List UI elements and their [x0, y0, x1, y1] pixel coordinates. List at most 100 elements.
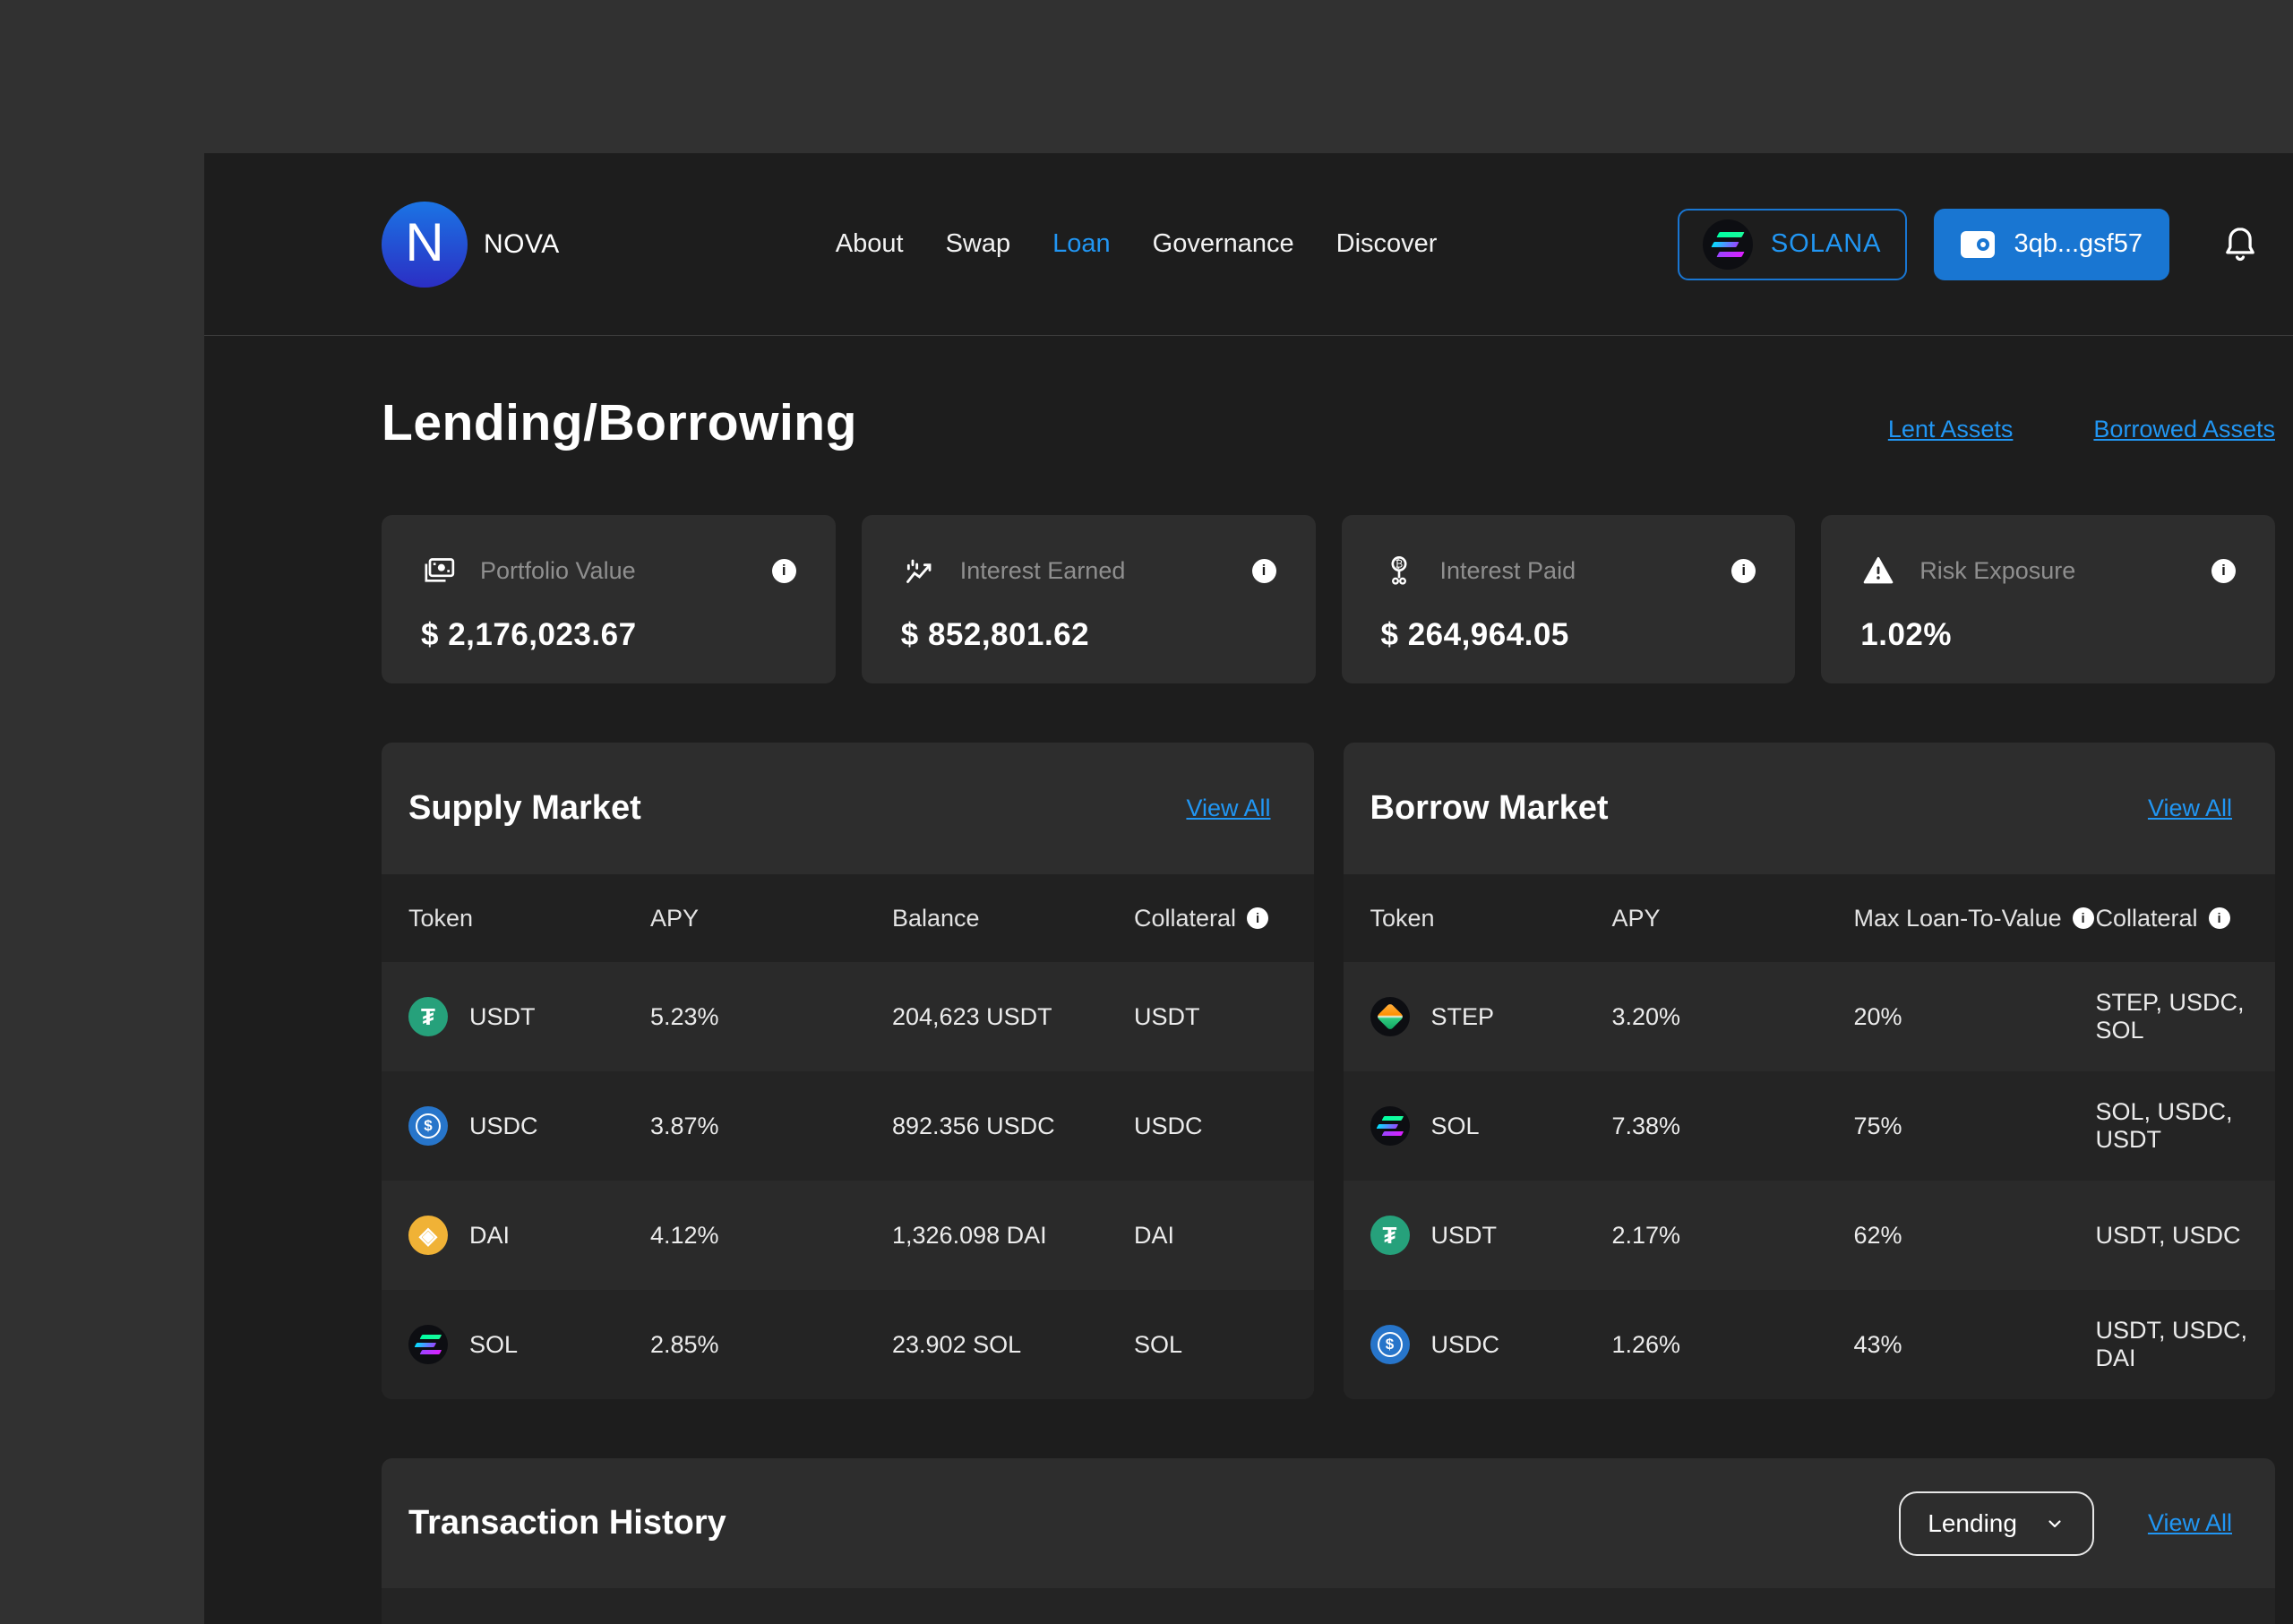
token-cell: ◈ DAI — [408, 1216, 650, 1255]
token-name: STEP — [1430, 1002, 1495, 1030]
borrow-row-usdc[interactable]: $ USDC 1.26% 43% USDT, USDC, DAI — [1343, 1290, 2275, 1399]
apy-value: 2.85% — [650, 1330, 719, 1358]
page-links: Lent Assets Borrowed Assets — [1888, 416, 2275, 443]
apy-value: 5.23% — [650, 1002, 719, 1030]
borrow-row-step[interactable]: STEP 3.20% 20% STEP, USDC, SOL — [1343, 962, 2275, 1071]
info-icon[interactable]: i — [2211, 558, 2236, 583]
nova-logo-icon: N — [382, 201, 468, 288]
supply-market-header: Supply Market View All — [382, 743, 1314, 874]
collateral-value: USDT, USDC — [2095, 1221, 2241, 1249]
dai-icon: ◈ — [408, 1216, 448, 1255]
info-icon[interactable]: i — [1251, 558, 1276, 583]
wallet-button[interactable]: 3qb...gsf57 — [1933, 208, 2169, 280]
borrow-view-all-link[interactable]: View All — [2147, 795, 2232, 821]
usdc-icon: $ — [1370, 1325, 1410, 1364]
chevron-down-icon — [2048, 1519, 2061, 1527]
solana-icon — [1702, 219, 1753, 270]
stat-label: Interest Paid — [1439, 556, 1576, 584]
collateral-value: USDT, USDC, DAI — [2095, 1317, 2248, 1371]
transaction-table-header — [382, 1588, 2275, 1624]
column-max-ltv: Max Loan-To-Value i — [1854, 905, 2096, 932]
column-balance: Balance — [892, 904, 980, 932]
stat-value: $ 2,176,023.67 — [421, 617, 637, 652]
transaction-history-controls: Lending View All — [1899, 1491, 2232, 1556]
supply-market-card: Supply Market View All Token APY Balance… — [382, 743, 1314, 1399]
apy-value: 3.87% — [650, 1112, 719, 1139]
supply-row-usdc[interactable]: $ USDC 3.87% 892.356 USDC USDC — [382, 1071, 1314, 1181]
column-collateral-label: Collateral — [1134, 904, 1237, 932]
supply-market-title: Supply Market — [408, 789, 641, 827]
info-icon[interactable]: i — [1731, 558, 1756, 583]
banknote-icon — [421, 553, 457, 589]
column-collateral: Collateral i — [1134, 905, 1287, 932]
notifications-bell-icon[interactable] — [2220, 224, 2261, 265]
brand[interactable]: N NOVA — [382, 201, 560, 288]
trending-up-icon — [901, 553, 937, 589]
ltv-value: 43% — [1853, 1330, 1902, 1358]
nav-item-loan[interactable]: Loan — [1052, 229, 1111, 258]
token-cell: ₮ USDT — [1370, 1216, 1612, 1255]
info-icon[interactable]: i — [1247, 907, 1269, 929]
borrow-market-header: Borrow Market View All — [1344, 743, 2276, 874]
token-cell: $ USDC — [1370, 1325, 1612, 1364]
info-icon[interactable]: i — [2072, 907, 2094, 929]
svg-text:₿: ₿ — [1395, 558, 1403, 571]
markets-row: Supply Market View All Token APY Balance… — [382, 743, 2275, 1399]
borrow-row-usdt[interactable]: ₮ USDT 2.17% 62% USDT, USDC — [1343, 1181, 2275, 1290]
borrowed-assets-link[interactable]: Borrowed Assets — [2093, 415, 2275, 443]
balance-value: 23.902 SOL — [892, 1330, 1022, 1358]
nav-item-discover[interactable]: Discover — [1335, 229, 1438, 258]
warning-icon — [1860, 553, 1896, 589]
collateral-value: USDT — [1134, 1002, 1200, 1030]
token-name: USDC — [469, 1112, 538, 1139]
tx-view-all-link[interactable]: View All — [2147, 1509, 2232, 1536]
page-header: Lending/Borrowing Lent Assets Borrowed A… — [382, 393, 2275, 452]
supply-row-sol[interactable]: SOL 2.85% 23.902 SOL SOL — [382, 1290, 1314, 1399]
info-icon[interactable]: i — [2208, 907, 2230, 929]
balance-value: 892.356 USDC — [892, 1112, 1055, 1139]
supply-row-usdt[interactable]: ₮ USDT 5.23% 204,623 USDT USDT — [382, 962, 1314, 1071]
info-icon[interactable]: i — [771, 558, 796, 583]
stat-card-header: Risk Exposure i — [1860, 553, 2236, 589]
stat-value: $ 852,801.62 — [900, 617, 1090, 652]
stat-card-header: Interest Earned i — [901, 553, 1276, 589]
tx-filter-value: Lending — [1928, 1508, 2017, 1537]
stat-card-interest-earned: Interest Earned i $ 852,801.62 — [861, 515, 1316, 683]
transaction-history-card: Transaction History Lending View All — [382, 1458, 2275, 1624]
apy-value: 3.20% — [1611, 1002, 1681, 1030]
ltv-value: 75% — [1853, 1112, 1902, 1139]
token-cell: $ USDC — [408, 1106, 650, 1146]
column-max-ltv-label: Max Loan-To-Value — [1853, 904, 2062, 932]
token-cell: STEP — [1370, 997, 1612, 1036]
token-cell: ₮ USDT — [408, 997, 650, 1036]
column-apy: APY — [650, 904, 700, 932]
stat-card-header: Portfolio Value i — [421, 553, 796, 589]
token-name: USDT — [469, 1002, 536, 1030]
nav-item-governance[interactable]: Governance — [1152, 229, 1294, 258]
wallet-icon — [1960, 230, 1995, 258]
coin-stand-icon: ₿ — [1381, 553, 1417, 589]
main-content: Lending/Borrowing Lent Assets Borrowed A… — [204, 393, 2293, 1624]
borrow-market-card: Borrow Market View All Token APY Max Loa… — [1343, 743, 2276, 1399]
collateral-value: SOL — [1134, 1330, 1183, 1358]
supply-view-all-link[interactable]: View All — [1186, 795, 1271, 821]
borrow-row-sol[interactable]: SOL 7.38% 75% SOL, USDC, USDT — [1343, 1071, 2275, 1181]
apy-value: 7.38% — [1611, 1112, 1681, 1139]
nav-item-swap[interactable]: Swap — [945, 229, 1011, 258]
apy-value: 1.26% — [1611, 1330, 1681, 1358]
collateral-value: STEP, USDC, SOL — [2095, 989, 2245, 1044]
network-selector-button[interactable]: SOLANA — [1677, 208, 1907, 280]
apy-value: 2.17% — [1611, 1221, 1681, 1249]
stat-card-risk-exposure: Risk Exposure i 1.02% — [1821, 515, 2275, 683]
brand-name: NOVA — [484, 228, 560, 259]
tx-filter-dropdown[interactable]: Lending — [1899, 1491, 2094, 1556]
supply-table-header: Token APY Balance Collateral i — [382, 874, 1314, 962]
nav-item-about[interactable]: About — [835, 229, 904, 258]
stat-label: Portfolio Value — [480, 556, 636, 584]
borrow-table-header: Token APY Max Loan-To-Value i Collateral… — [1343, 874, 2275, 962]
sol-icon — [408, 1325, 448, 1364]
token-cell: SOL — [408, 1325, 650, 1364]
supply-row-dai[interactable]: ◈ DAI 4.12% 1,326.098 DAI DAI — [382, 1181, 1314, 1290]
lent-assets-link[interactable]: Lent Assets — [1887, 415, 2014, 443]
